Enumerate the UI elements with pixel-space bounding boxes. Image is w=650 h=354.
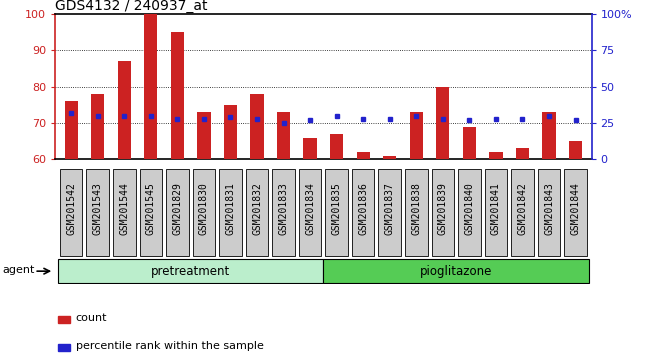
FancyBboxPatch shape	[511, 169, 534, 256]
Text: GSM201832: GSM201832	[252, 182, 262, 235]
Text: GSM201844: GSM201844	[571, 182, 580, 235]
Text: GSM201833: GSM201833	[279, 182, 289, 235]
Bar	[64, 101, 78, 159]
FancyBboxPatch shape	[564, 169, 587, 256]
FancyBboxPatch shape	[140, 169, 162, 256]
Bar	[58, 316, 70, 323]
FancyBboxPatch shape	[113, 169, 136, 256]
Text: GSM201829: GSM201829	[172, 182, 183, 235]
FancyBboxPatch shape	[324, 259, 589, 284]
Bar	[542, 112, 556, 159]
FancyBboxPatch shape	[538, 169, 560, 256]
Text: GDS4132 / 240937_at: GDS4132 / 240937_at	[55, 0, 208, 13]
Text: GSM201834: GSM201834	[305, 182, 315, 235]
Bar	[58, 344, 70, 351]
Text: GSM201837: GSM201837	[385, 182, 395, 235]
Text: GSM201835: GSM201835	[332, 182, 342, 235]
Text: GSM201545: GSM201545	[146, 182, 156, 235]
Text: count: count	[75, 313, 107, 323]
Bar	[463, 127, 476, 159]
Text: pretreatment: pretreatment	[151, 265, 230, 278]
Text: agent: agent	[3, 265, 35, 275]
FancyBboxPatch shape	[432, 169, 454, 256]
Bar	[144, 14, 157, 159]
Text: GSM201831: GSM201831	[226, 182, 235, 235]
FancyBboxPatch shape	[326, 169, 348, 256]
Bar	[250, 94, 264, 159]
Bar	[489, 152, 502, 159]
Bar	[198, 112, 211, 159]
Text: GSM201843: GSM201843	[544, 182, 554, 235]
FancyBboxPatch shape	[60, 169, 83, 256]
Text: GSM201836: GSM201836	[358, 182, 368, 235]
Bar	[304, 137, 317, 159]
FancyBboxPatch shape	[485, 169, 507, 256]
Bar	[330, 134, 343, 159]
Text: GSM201543: GSM201543	[93, 182, 103, 235]
FancyBboxPatch shape	[299, 169, 321, 256]
FancyBboxPatch shape	[58, 259, 324, 284]
Text: GSM201830: GSM201830	[199, 182, 209, 235]
Text: GSM201544: GSM201544	[119, 182, 129, 235]
FancyBboxPatch shape	[378, 169, 401, 256]
Bar	[224, 105, 237, 159]
Bar	[277, 112, 290, 159]
Bar	[118, 61, 131, 159]
FancyBboxPatch shape	[219, 169, 242, 256]
FancyBboxPatch shape	[272, 169, 295, 256]
Bar	[357, 152, 370, 159]
Text: pioglitazone: pioglitazone	[420, 265, 492, 278]
Bar	[436, 87, 449, 159]
Text: GSM201839: GSM201839	[438, 182, 448, 235]
Text: GSM201542: GSM201542	[66, 182, 76, 235]
FancyBboxPatch shape	[405, 169, 428, 256]
Bar	[410, 112, 423, 159]
Bar	[516, 148, 529, 159]
Bar	[91, 94, 105, 159]
FancyBboxPatch shape	[352, 169, 374, 256]
FancyBboxPatch shape	[166, 169, 188, 256]
Bar	[171, 32, 184, 159]
FancyBboxPatch shape	[192, 169, 215, 256]
Text: percentile rank within the sample: percentile rank within the sample	[75, 341, 263, 351]
Bar	[569, 141, 582, 159]
Text: GSM201842: GSM201842	[517, 182, 528, 235]
FancyBboxPatch shape	[246, 169, 268, 256]
Bar	[383, 156, 396, 159]
Text: GSM201840: GSM201840	[464, 182, 474, 235]
FancyBboxPatch shape	[458, 169, 480, 256]
Text: GSM201838: GSM201838	[411, 182, 421, 235]
Text: GSM201841: GSM201841	[491, 182, 501, 235]
FancyBboxPatch shape	[86, 169, 109, 256]
